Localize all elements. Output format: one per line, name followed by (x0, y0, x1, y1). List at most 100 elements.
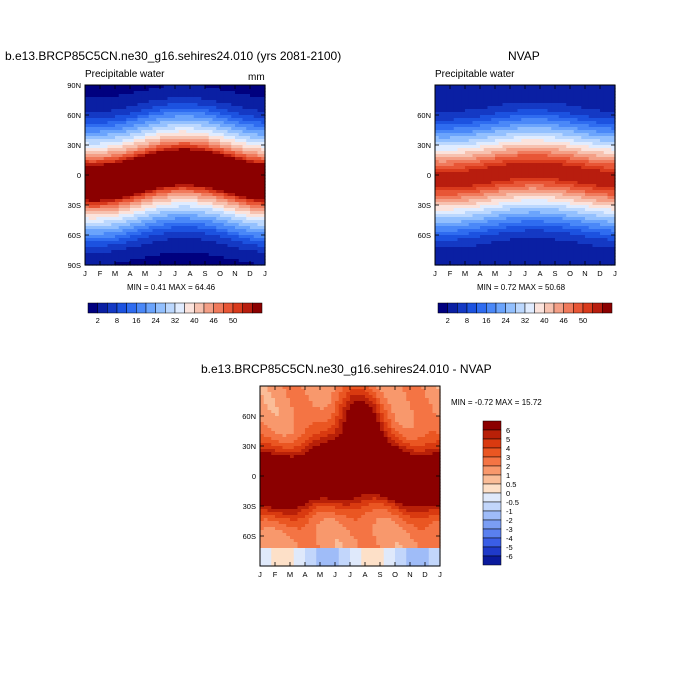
panel1-cell (197, 109, 202, 113)
panel1-cell (208, 214, 214, 218)
panel1-cell (193, 130, 199, 134)
panel1-cell (171, 136, 176, 140)
panel1-cell (182, 256, 187, 260)
panel1-cell (130, 94, 135, 98)
panel1-cell (201, 193, 206, 197)
panel2-cell (555, 127, 560, 131)
panel1-cell (235, 133, 240, 137)
panel1-cell (118, 148, 124, 152)
panel1-cell (261, 109, 266, 113)
panel1-cell (190, 118, 195, 122)
panel1-cell (85, 145, 90, 149)
panel2-cell (498, 118, 504, 122)
panel2-cell (513, 106, 519, 110)
panel1-cell (107, 253, 112, 257)
panel1-cell (96, 133, 101, 137)
panel1-cell (231, 214, 236, 218)
panel1-cell (133, 91, 139, 95)
panel1-cell (197, 181, 202, 185)
panel1-cell (96, 136, 101, 140)
panel2-cell (558, 97, 564, 101)
panel1-cell (257, 205, 262, 209)
panel1-cell (261, 244, 266, 248)
panel1-cell (115, 199, 120, 203)
panel2-cell (543, 133, 549, 137)
panel2-cell (453, 142, 459, 146)
panel2-cell (487, 151, 492, 155)
panel1-cell (201, 100, 206, 104)
panel1-cell (235, 106, 240, 110)
panel1-cell (175, 256, 180, 260)
panel1-cell (261, 259, 266, 263)
panel2-cell (517, 130, 522, 134)
panel2-cell (461, 85, 466, 89)
panel1-cell (85, 106, 90, 110)
panel2-cell (468, 148, 474, 152)
panel1-cell (145, 193, 150, 197)
panel2-cell (502, 85, 507, 89)
panel2-cell (450, 145, 455, 149)
panel1-cell (92, 235, 97, 239)
panel1-cell (193, 94, 199, 98)
panel2-cell (600, 145, 605, 149)
panel1-cell (223, 124, 229, 128)
panel1-cell (103, 127, 109, 131)
panel1-cell (133, 163, 139, 167)
panel1-cell (85, 172, 90, 176)
panel1-cell (223, 181, 229, 185)
panel1-cell (235, 214, 240, 218)
panel1-cell (178, 103, 184, 107)
panel1-cell (186, 190, 191, 194)
panel1-cell (145, 160, 150, 164)
panel1-cell (261, 241, 266, 245)
panel1-cell (238, 175, 244, 179)
panel1-cell (115, 148, 120, 152)
panel2-cell (528, 91, 534, 95)
panel2-cell (611, 85, 616, 89)
panel1-cell (261, 100, 266, 104)
panel2-cell (468, 118, 474, 122)
panel2-cell (468, 97, 474, 101)
panel1-cell (92, 97, 97, 101)
panel1-cell (197, 172, 202, 176)
panel1-cell (238, 85, 244, 89)
panel2-cell (600, 88, 605, 92)
panel1-cell (85, 232, 90, 236)
panel2-cell (472, 100, 477, 104)
panel1-cell (111, 106, 116, 110)
panel1-cell (242, 178, 247, 182)
panel1-cell (167, 256, 172, 260)
panel2-cell (607, 91, 612, 95)
panel2-cell (536, 112, 541, 116)
panel2-cell (547, 88, 552, 92)
panel1-cell (242, 190, 247, 194)
panel1-cell (152, 85, 157, 89)
panel1-colorbar-label: 32 (171, 316, 179, 325)
panel1-cell (246, 226, 251, 230)
panel2-cell (506, 136, 511, 140)
panel1-cell (197, 232, 202, 236)
panel1-cell (253, 208, 259, 212)
panel2-cell (446, 139, 451, 143)
panel1-cell (190, 241, 195, 245)
panel1-cell (163, 223, 169, 227)
panel1-cell (257, 148, 262, 152)
panel1-cell (227, 139, 232, 143)
panel1-cell (130, 205, 135, 209)
panel1-cell (250, 166, 255, 170)
panel1-cell (167, 163, 172, 167)
panel2-cell (446, 100, 451, 104)
panel1-cell (96, 115, 101, 119)
panel1-cell (137, 250, 142, 254)
panel1-cell (212, 190, 217, 194)
panel2-cell (438, 151, 444, 155)
panel1-cell (190, 235, 195, 239)
panel1-cell (122, 103, 127, 107)
panel2-cell (461, 148, 466, 152)
panel1-cell (235, 181, 240, 185)
panel1-cell (167, 184, 172, 188)
panel1-cell (257, 241, 262, 245)
panel1-cell (92, 253, 97, 257)
panel1-cell (220, 199, 225, 203)
panel1-cell (167, 160, 172, 164)
